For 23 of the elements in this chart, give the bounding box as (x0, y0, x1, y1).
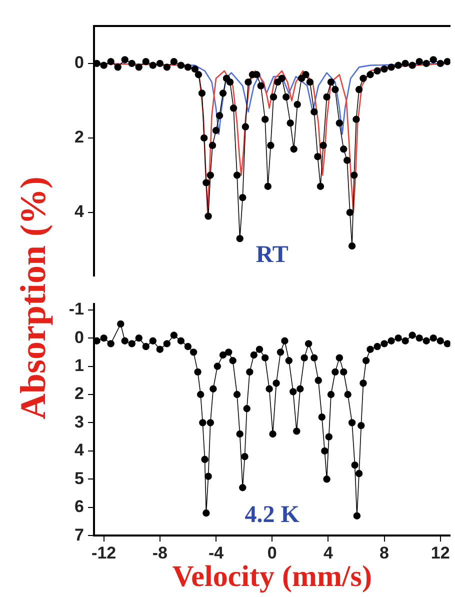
x-tick-label: 12 (430, 543, 450, 562)
x-tick-label: -4 (208, 543, 224, 562)
y-tick-label: 1 (74, 356, 84, 375)
x-tick-label: -12 (92, 543, 116, 562)
y-axis-title: Absorption (%) (13, 175, 53, 422)
y-tick-label: 2 (74, 384, 84, 404)
y-tick-label: 0 (74, 53, 84, 72)
x-axis-title: Velocity (mm/s) (172, 560, 372, 593)
x-tick-label: 8 (380, 543, 390, 562)
x-tick-label: 0 (267, 543, 277, 562)
y-tick-label: 2 (74, 128, 84, 147)
x-tick-label: 4 (323, 543, 334, 562)
y-tick-label: 7 (74, 525, 84, 544)
y-tick-label: -1 (68, 300, 84, 319)
y-tick-label: 3 (74, 412, 84, 432)
annotation: 4.2 K (244, 502, 300, 528)
y-tick-label: 0 (74, 328, 84, 347)
annotation: RT (256, 242, 288, 268)
y-tick-label: 5 (74, 468, 84, 488)
y-tick-label: 4 (74, 440, 85, 460)
x-tick-label: -8 (152, 543, 168, 562)
y-tick-label: 4 (74, 202, 85, 222)
y-tick-label: 6 (74, 497, 84, 516)
